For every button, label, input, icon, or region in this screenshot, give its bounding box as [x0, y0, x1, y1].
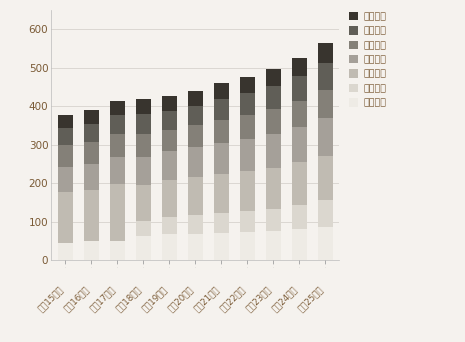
Bar [84, 142, 99, 163]
Bar [266, 69, 281, 86]
Bar [110, 241, 125, 260]
Bar [292, 162, 307, 205]
Bar [292, 127, 307, 162]
Bar [214, 120, 229, 143]
Bar [214, 233, 229, 260]
Bar [240, 77, 255, 93]
Bar [58, 167, 73, 192]
Bar [292, 57, 307, 76]
Bar [240, 232, 255, 260]
Legend: 要介護５, 要介護４, 要介護３, 要介護２, 要介護１, 要支援２, 要支援１: 要介護５, 要介護４, 要介護３, 要介護２, 要介護１, 要支援２, 要支援１ [347, 10, 388, 109]
Bar [188, 126, 203, 147]
Bar [188, 234, 203, 260]
Bar [110, 157, 125, 184]
Bar [136, 157, 151, 185]
Bar [266, 86, 281, 109]
Bar [58, 192, 73, 242]
Bar [240, 211, 255, 232]
Bar [266, 134, 281, 168]
Bar [162, 95, 177, 110]
Bar [162, 110, 177, 130]
Bar [136, 236, 151, 260]
Bar [188, 106, 203, 126]
Bar [188, 215, 203, 234]
Bar [240, 115, 255, 139]
Bar [110, 184, 125, 241]
Bar [84, 123, 99, 142]
Bar [266, 109, 281, 134]
Bar [318, 156, 332, 200]
Bar [110, 115, 125, 134]
Bar [188, 91, 203, 106]
Bar [318, 226, 332, 260]
Bar [318, 90, 332, 118]
Bar [214, 99, 229, 120]
Bar [58, 242, 73, 260]
Bar [162, 130, 177, 151]
Bar [188, 177, 203, 215]
Bar [318, 63, 332, 90]
Bar [240, 139, 255, 171]
Bar [162, 151, 177, 180]
Bar [214, 83, 229, 99]
Bar [214, 174, 229, 213]
Bar [162, 234, 177, 260]
Bar [188, 147, 203, 177]
Bar [136, 100, 151, 114]
Bar [214, 213, 229, 233]
Bar [292, 205, 307, 229]
Bar [266, 231, 281, 260]
Bar [110, 101, 125, 115]
Bar [292, 76, 307, 101]
Bar [292, 101, 307, 127]
Bar [240, 171, 255, 211]
Bar [58, 145, 73, 167]
Bar [162, 180, 177, 216]
Bar [58, 128, 73, 145]
Bar [162, 216, 177, 234]
Bar [136, 185, 151, 221]
Bar [240, 93, 255, 115]
Bar [318, 200, 332, 226]
Bar [318, 43, 332, 63]
Bar [136, 114, 151, 134]
Bar [318, 118, 332, 156]
Bar [136, 134, 151, 157]
Bar [214, 143, 229, 174]
Bar [266, 209, 281, 231]
Bar [84, 163, 99, 189]
Bar [266, 168, 281, 209]
Bar [292, 229, 307, 260]
Bar [84, 189, 99, 241]
Bar [136, 221, 151, 236]
Bar [58, 115, 73, 128]
Bar [110, 134, 125, 157]
Bar [84, 110, 99, 123]
Bar [84, 241, 99, 260]
